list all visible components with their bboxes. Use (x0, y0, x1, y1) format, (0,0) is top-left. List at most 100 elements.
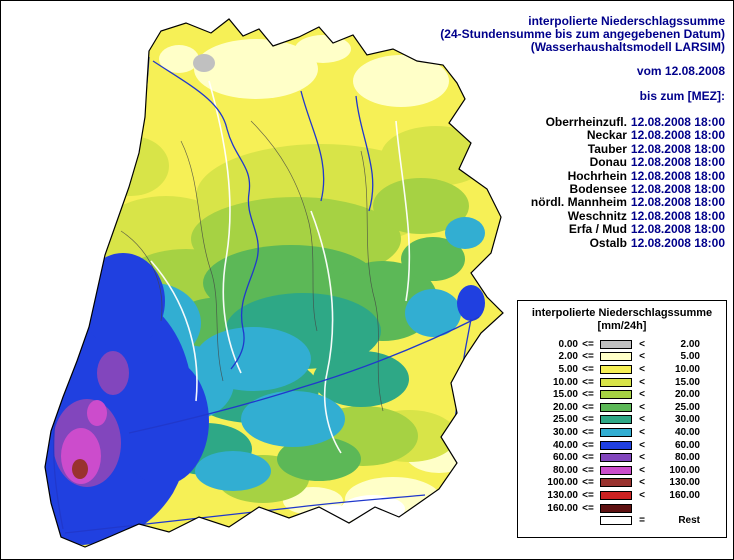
legend-color-swatch (600, 440, 632, 450)
legend-to-value: 80.00 (674, 452, 700, 464)
title-line-2: (24-Stundensumme bis zum angegebenen Dat… (440, 27, 725, 41)
region-datetime: 12.08.2008 18:00 (630, 141, 725, 156)
legend-op-right: < (639, 351, 645, 363)
legend-color-swatch (600, 465, 632, 475)
header: interpolierte Niederschlagssumme (24-Stu… (440, 15, 725, 250)
region-row: Bodensee 12.08.2008 18:00 (440, 182, 725, 197)
region-name: Weschnitz (567, 208, 627, 223)
legend-from-value: 2.00 (558, 351, 578, 363)
legend-color-swatch (600, 503, 632, 513)
region-row: Tauber 12.08.2008 18:00 (440, 141, 725, 156)
legend-title-line-2: [mm/24h] (597, 320, 647, 332)
region-row: Donau 12.08.2008 18:00 (440, 156, 725, 169)
legend-color-swatch (600, 364, 632, 374)
legend-color-swatch (600, 478, 632, 488)
legend-row: 80.00 <= <100.00 (518, 464, 726, 477)
legend-from-value: 5.00 (558, 363, 578, 375)
legend-op-right: < (639, 426, 645, 438)
legend-from-value: 10.00 (552, 376, 578, 388)
river-kocher (300, 90, 325, 202)
date-line: vom 12.08.2008 (636, 64, 725, 78)
legend-color-swatch (600, 339, 632, 349)
legend-to-value: 10.00 (674, 363, 700, 375)
title-line-3: (Wasserhaushaltsmodell LARSIM) (530, 40, 725, 54)
legend-from-value: 25.00 (552, 414, 578, 426)
legend-from-value: 15.00 (552, 389, 578, 401)
region-row: Oberrheinzufl. 12.08.2008 18:00 (440, 115, 725, 129)
legend-color-swatch (600, 390, 632, 400)
legend-op-right: < (639, 477, 645, 489)
legend-row: 40.00 <= <60.00 (518, 439, 726, 452)
legend-op-right: < (639, 401, 645, 413)
legend-from-value: 130.00 (547, 489, 578, 501)
region-name: Erfa / Mud (568, 222, 627, 237)
region-row: Erfa / Mud 12.08.2008 18:00 (440, 223, 725, 236)
region-row: Hochrhein 12.08.2008 18:00 (440, 168, 725, 183)
region-name: Hochrhein (567, 168, 627, 183)
region-datetime: 12.08.2008 18:00 (630, 182, 725, 197)
region-name: Tauber (587, 141, 627, 156)
legend-from-value: 40.00 (552, 439, 578, 451)
legend-to-value: 100.00 (669, 464, 700, 476)
legend-row: 5.00 <= <10.00 (518, 363, 726, 376)
precipitation-map (44, 18, 504, 548)
region-row: Weschnitz 12.08.2008 18:00 (440, 208, 725, 223)
legend-from-value: 20.00 (552, 401, 578, 413)
district-boundaries (120, 120, 384, 412)
legend-rows: 0.00 <= <2.00 2.00 <= <5.00 5.00 <= <10.00 10.00 <… (518, 338, 726, 527)
legend-to-value: 25.00 (674, 401, 700, 413)
legend-row: = Rest (518, 514, 726, 527)
title-line-1: interpolierte Niederschlagssumme (528, 14, 725, 28)
legend-from-value: 160.00 (547, 502, 578, 514)
region-datetime: 12.08.2008 18:00 (630, 208, 725, 223)
legend-op-right: < (639, 464, 645, 476)
legend-to-value: 40.00 (674, 426, 700, 438)
legend-op-left: <= (582, 439, 594, 451)
region-name: Neckar (586, 128, 627, 143)
legend-op-left: <= (582, 351, 594, 363)
legend-color-swatch (600, 490, 632, 500)
river-donau (128, 316, 480, 434)
legend-color-swatch (600, 427, 632, 437)
legend-to-value: 30.00 (674, 414, 700, 426)
river-neckar (152, 60, 259, 370)
region-datetime: 12.08.2008 18:00 (630, 155, 725, 170)
legend-row: 30.00 <= <40.00 (518, 426, 726, 439)
legend-color-swatch (600, 352, 632, 362)
legend-op-right: = (639, 515, 645, 527)
legend-row: 100.00 <= <130.00 (518, 477, 726, 490)
legend-color-swatch (600, 402, 632, 412)
legend-to-value: 5.00 (680, 351, 700, 363)
legend-op-left: <= (582, 489, 594, 501)
precipitation-fields (45, 19, 503, 547)
river-rhein-sued (64, 494, 426, 534)
region-name: Ostalb (589, 235, 627, 250)
region-name: Oberrheinzufl. (545, 115, 627, 129)
legend-op-right: < (639, 452, 645, 464)
legend-row: 160.00 <= (518, 502, 726, 515)
legend-row: 20.00 <= <25.00 (518, 401, 726, 414)
region-datetime: 12.08.2008 18:00 (630, 115, 725, 129)
legend-op-right: < (639, 389, 645, 401)
legend-color-swatch (600, 377, 632, 387)
legend-op-left: <= (582, 452, 594, 464)
legend-op-right: < (639, 338, 645, 350)
legend-to-value: 160.00 (669, 489, 700, 501)
legend-op-right: < (639, 489, 645, 501)
legend-op-left: <= (582, 363, 594, 375)
until-label: bis zum [MEZ]: (639, 89, 725, 103)
region-row: nördl. Mannheim 12.08.2008 18:00 (440, 196, 725, 209)
title-block: interpolierte Niederschlagssumme (24-Stu… (440, 15, 725, 54)
basin-boundaries (150, 80, 411, 454)
legend-op-left: <= (582, 414, 594, 426)
legend-op-left: <= (582, 477, 594, 489)
legend-row: 0.00 <= <2.00 (518, 338, 726, 351)
region-datetime: 12.08.2008 18:00 (630, 168, 725, 183)
region-datetime: 12.08.2008 18:00 (630, 235, 725, 250)
state-outline (44, 18, 504, 548)
legend-from-value: 60.00 (552, 452, 578, 464)
legend-color-swatch (600, 516, 632, 526)
legend-title-line-1: interpolierte Niederschlagssumme (531, 307, 713, 319)
legend-from-value: 30.00 (552, 426, 578, 438)
